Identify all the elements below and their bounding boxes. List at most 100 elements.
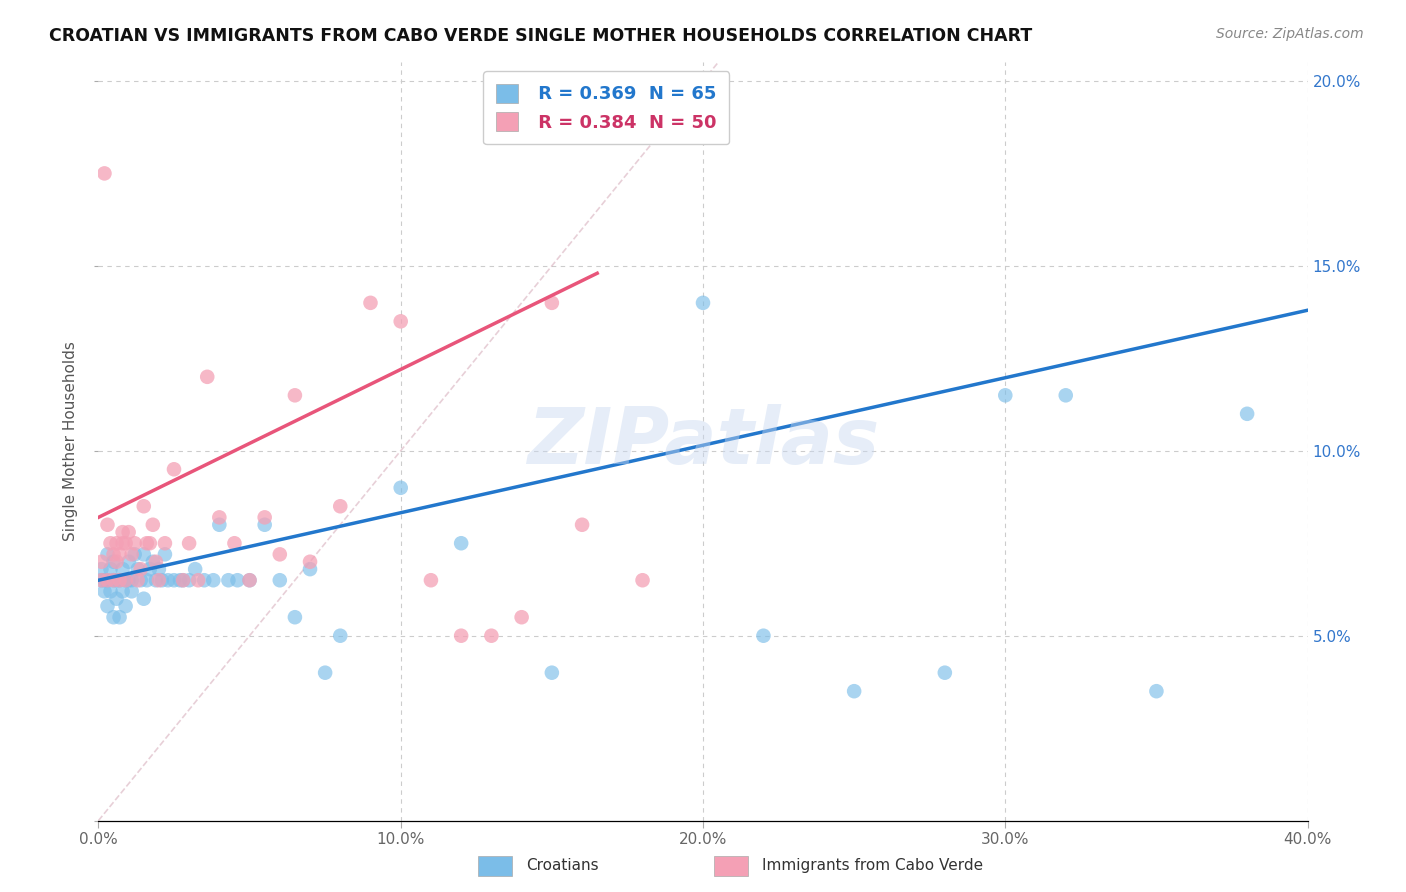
Point — [217, 573, 239, 587]
Text: Immigrants from Cabo Verde: Immigrants from Cabo Verde — [762, 858, 983, 872]
Point — [142, 517, 165, 532]
Point — [103, 573, 125, 587]
Point — [145, 573, 167, 587]
Point — [100, 584, 122, 599]
Point — [1144, 684, 1167, 698]
Point — [179, 573, 201, 587]
Text: CROATIAN VS IMMIGRANTS FROM CABO VERDE SINGLE MOTHER HOUSEHOLDS CORRELATION CHAR: CROATIAN VS IMMIGRANTS FROM CABO VERDE S… — [49, 27, 1032, 45]
Point — [96, 573, 118, 587]
Point — [105, 591, 128, 606]
Text: ZIPatlas: ZIPatlas — [527, 403, 879, 480]
Point — [314, 665, 336, 680]
Point — [692, 296, 714, 310]
Point — [90, 573, 112, 587]
Point — [481, 629, 503, 643]
Point — [96, 547, 118, 561]
Point — [389, 314, 412, 328]
Point — [121, 584, 143, 599]
FancyBboxPatch shape — [714, 856, 748, 876]
Point — [124, 547, 146, 561]
Point — [156, 573, 179, 587]
Point — [132, 500, 155, 514]
Point — [1054, 388, 1077, 402]
Point — [571, 517, 593, 532]
Point — [108, 547, 131, 561]
Point — [129, 562, 152, 576]
Point — [150, 573, 173, 587]
Point — [208, 517, 231, 532]
Text: Croatians: Croatians — [526, 858, 599, 872]
Point — [450, 629, 472, 643]
Point — [193, 573, 215, 587]
Point — [179, 536, 201, 550]
Point — [135, 573, 157, 587]
Point — [90, 573, 112, 587]
Point — [389, 481, 412, 495]
Point — [420, 573, 443, 587]
Point — [124, 536, 146, 550]
Point — [510, 610, 533, 624]
Point — [172, 573, 194, 587]
Text: Source: ZipAtlas.com: Source: ZipAtlas.com — [1216, 27, 1364, 41]
Point — [187, 573, 209, 587]
Point — [139, 536, 162, 550]
Point — [118, 525, 141, 540]
Point — [114, 599, 136, 614]
Point — [269, 547, 291, 561]
Point — [284, 610, 307, 624]
Point — [114, 573, 136, 587]
Point — [284, 388, 307, 402]
Point — [195, 369, 218, 384]
Point — [108, 573, 131, 587]
Point — [934, 665, 956, 680]
Point — [1236, 407, 1258, 421]
Point — [121, 573, 143, 587]
Point — [93, 166, 115, 180]
Legend:  R = 0.369  N = 65,  R = 0.384  N = 50: R = 0.369 N = 65, R = 0.384 N = 50 — [484, 71, 730, 145]
Point — [103, 555, 125, 569]
Point — [93, 573, 115, 587]
Point — [269, 573, 291, 587]
Point — [208, 510, 231, 524]
Point — [360, 296, 382, 310]
Y-axis label: Single Mother Households: Single Mother Households — [63, 342, 79, 541]
Point — [96, 599, 118, 614]
Point — [103, 610, 125, 624]
Point — [148, 562, 170, 576]
Point — [114, 536, 136, 550]
Point — [163, 462, 186, 476]
Point — [114, 573, 136, 587]
Point — [111, 536, 134, 550]
Point — [135, 536, 157, 550]
Point — [127, 562, 149, 576]
Point — [202, 573, 225, 587]
Point — [100, 562, 122, 576]
Point — [184, 562, 207, 576]
Point — [127, 573, 149, 587]
Point — [153, 536, 176, 550]
Point — [96, 517, 118, 532]
Point — [631, 573, 654, 587]
Point — [299, 555, 322, 569]
Point — [329, 629, 352, 643]
Point — [239, 573, 262, 587]
Point — [163, 573, 186, 587]
Point — [844, 684, 866, 698]
Point — [105, 555, 128, 569]
Point — [100, 536, 122, 550]
Point — [329, 500, 352, 514]
Point — [90, 555, 112, 569]
Point — [299, 562, 322, 576]
Point — [752, 629, 775, 643]
Point — [103, 547, 125, 561]
Point — [118, 555, 141, 569]
Point — [142, 555, 165, 569]
Point — [108, 610, 131, 624]
Point — [93, 584, 115, 599]
Point — [111, 525, 134, 540]
Point — [103, 573, 125, 587]
Point — [153, 547, 176, 561]
Point — [226, 573, 249, 587]
Point — [994, 388, 1017, 402]
Point — [172, 573, 194, 587]
